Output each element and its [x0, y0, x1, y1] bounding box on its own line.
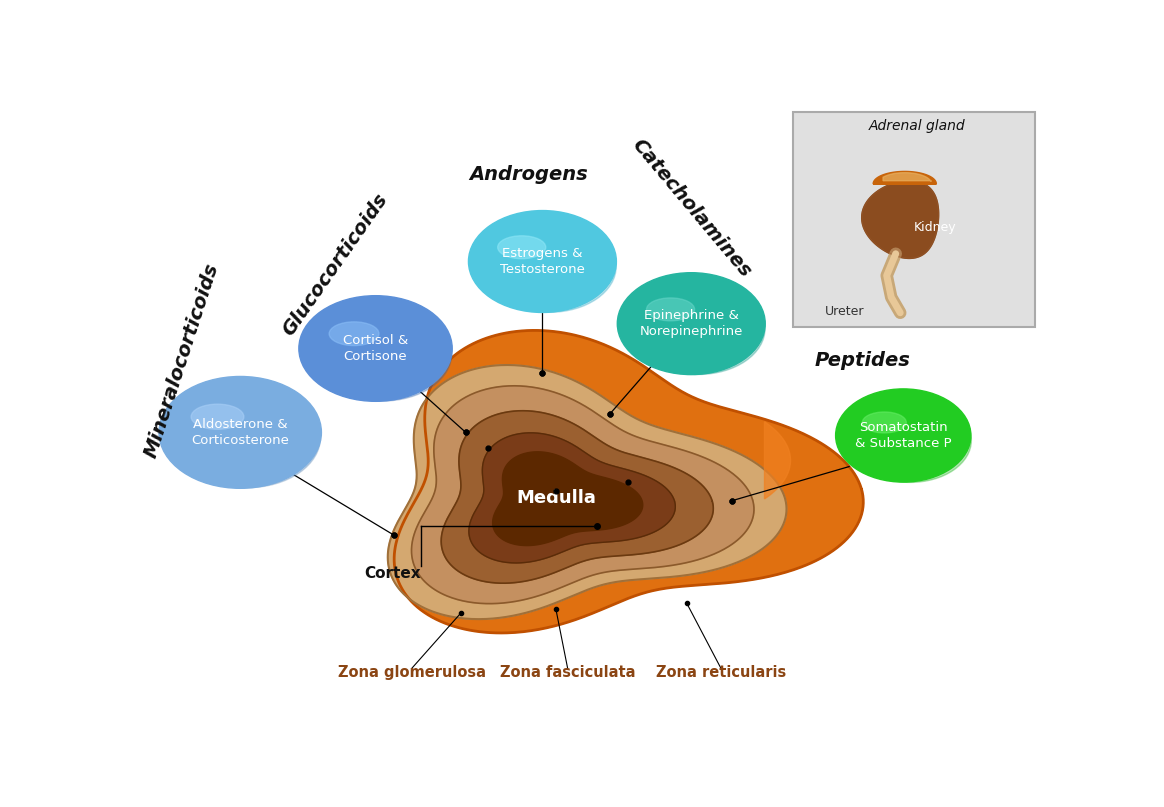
Ellipse shape: [498, 236, 546, 259]
Text: Aldosterone &
Corticosterone: Aldosterone & Corticosterone: [191, 418, 289, 447]
Text: Ureter: Ureter: [825, 305, 865, 318]
Text: Glucocorticoids: Glucocorticoids: [278, 190, 391, 339]
Circle shape: [850, 399, 972, 483]
Text: Adrenal gland: Adrenal gland: [868, 119, 965, 132]
Text: Estrogens &
Testosterone: Estrogens & Testosterone: [501, 247, 584, 276]
Polygon shape: [469, 433, 675, 563]
Circle shape: [632, 282, 765, 374]
Text: Epinephrine &
Norepinephrine: Epinephrine & Norepinephrine: [639, 309, 743, 338]
Polygon shape: [412, 386, 754, 604]
Text: Cortisol &
Cortisone: Cortisol & Cortisone: [343, 334, 409, 363]
FancyBboxPatch shape: [793, 112, 1035, 327]
Text: Zona glomerulosa: Zona glomerulosa: [338, 665, 485, 679]
Polygon shape: [765, 422, 790, 499]
Polygon shape: [492, 452, 643, 546]
Text: Kidney: Kidney: [914, 221, 956, 234]
Polygon shape: [861, 181, 938, 258]
Text: Medulla: Medulla: [516, 488, 596, 507]
Text: Androgens: Androgens: [469, 165, 588, 184]
Ellipse shape: [191, 404, 244, 429]
Circle shape: [483, 220, 616, 312]
Ellipse shape: [646, 298, 695, 321]
Circle shape: [314, 306, 452, 401]
Text: Mineralocorticoids: Mineralocorticoids: [141, 261, 222, 461]
Polygon shape: [883, 173, 931, 182]
Polygon shape: [441, 411, 714, 583]
Circle shape: [617, 273, 765, 374]
Text: Zona fasciculata: Zona fasciculata: [499, 665, 636, 679]
Text: Zona reticularis: Zona reticularis: [656, 665, 786, 679]
Ellipse shape: [863, 412, 907, 433]
Circle shape: [175, 387, 320, 487]
Text: Catecholamines: Catecholamines: [629, 136, 754, 282]
Polygon shape: [861, 181, 938, 258]
Text: Somatostatin
& Substance P: Somatostatin & Substance P: [854, 421, 952, 450]
Polygon shape: [388, 365, 787, 619]
Circle shape: [159, 376, 321, 488]
Text: Peptides: Peptides: [815, 351, 910, 370]
Circle shape: [836, 389, 971, 482]
Polygon shape: [873, 171, 936, 184]
Ellipse shape: [329, 322, 379, 345]
Polygon shape: [395, 330, 864, 633]
Text: Cortex: Cortex: [364, 566, 420, 581]
Circle shape: [468, 211, 617, 312]
Circle shape: [299, 295, 453, 401]
